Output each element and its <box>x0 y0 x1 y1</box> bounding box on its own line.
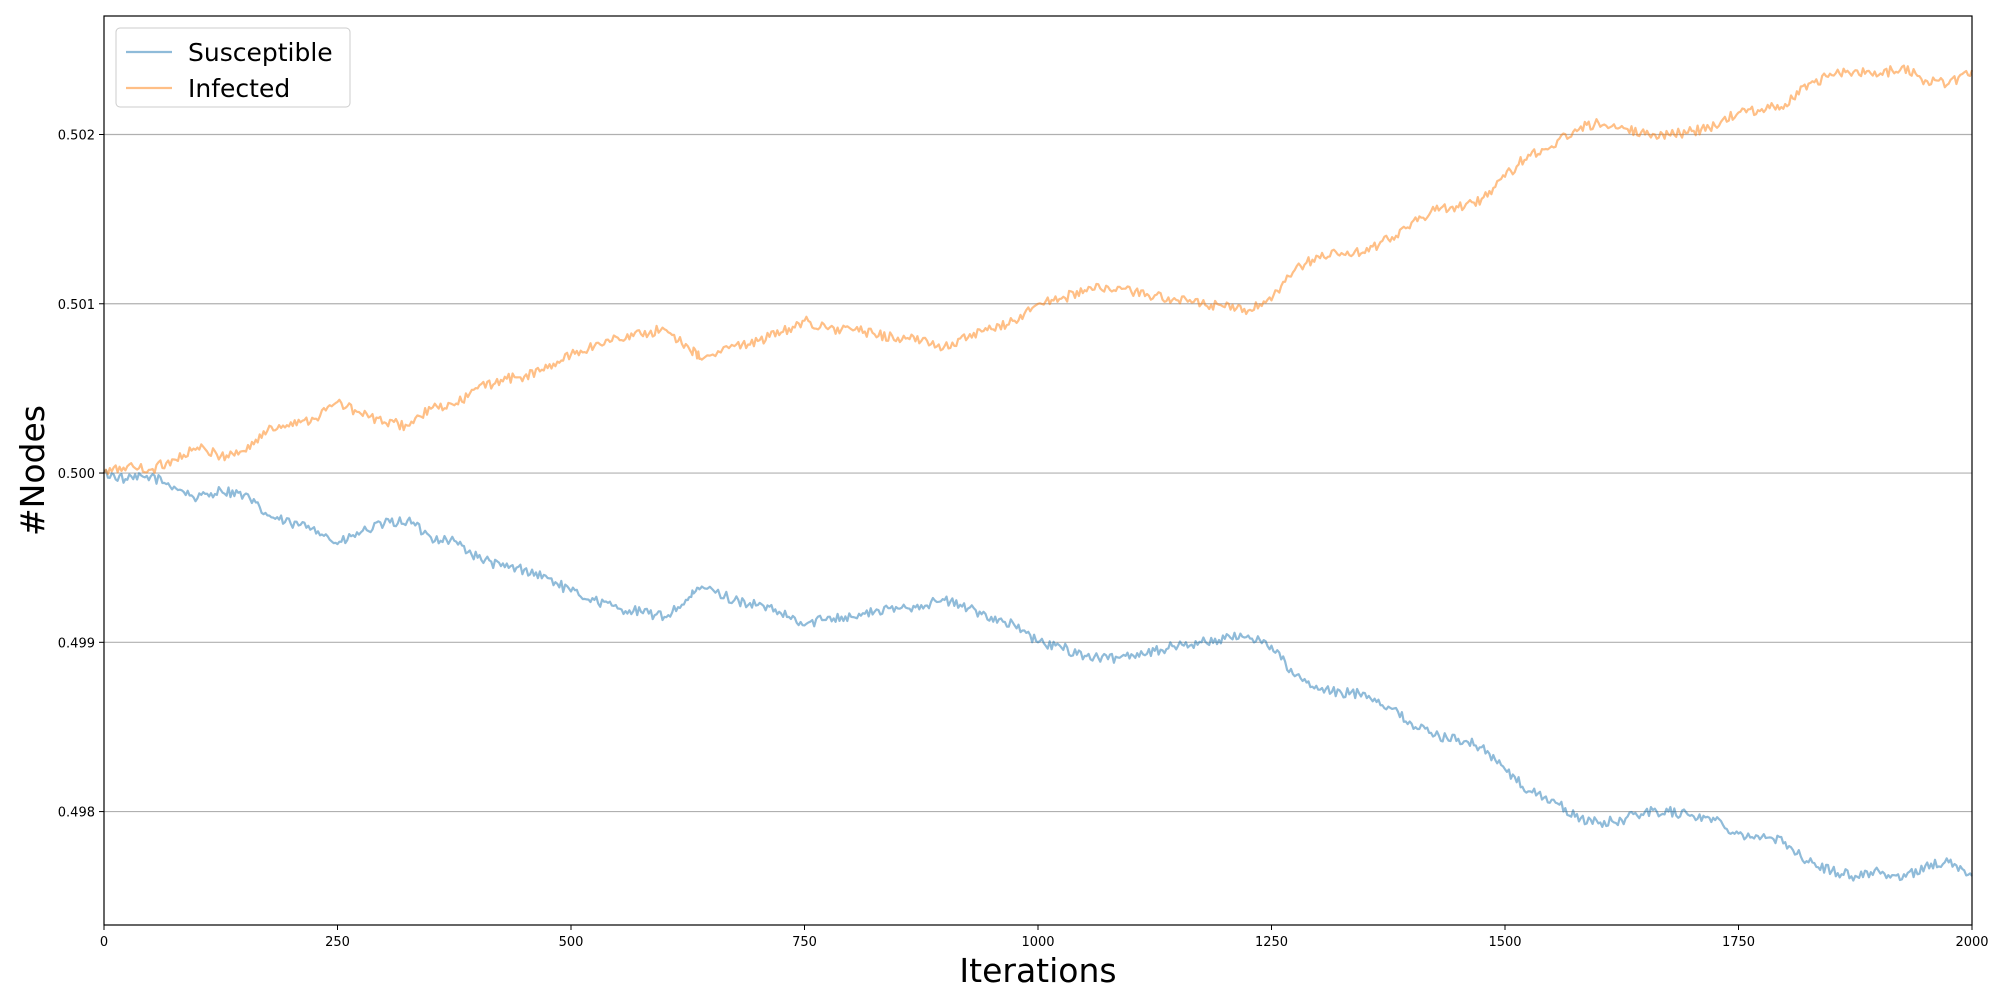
x-tick-label: 1500 <box>1488 935 1521 950</box>
grid-lines <box>104 133 1972 813</box>
y-tick-label: 0.501 <box>58 298 95 313</box>
y-tick-label: 0.502 <box>58 128 95 143</box>
series-line-infected <box>103 64 1974 476</box>
y-tick-label: 0.499 <box>58 636 95 651</box>
x-axis-label: Iterations <box>959 951 1116 990</box>
series-line-susceptible <box>103 469 1973 882</box>
legend-label: Susceptible <box>188 38 333 67</box>
x-tick-label: 250 <box>325 935 350 950</box>
legend-label: Infected <box>188 74 290 103</box>
x-tick-label: 2000 <box>1955 935 1988 950</box>
legend-box <box>115 27 351 108</box>
x-tick-label: 1750 <box>1722 935 1755 950</box>
x-tick-label: 1250 <box>1255 935 1288 950</box>
y-axis-ticks: 0.498 0.499 0.500 0.501 0.502 <box>58 128 104 821</box>
x-tick-label: 0 <box>100 935 108 950</box>
legend: Susceptible Infected <box>115 27 351 108</box>
y-tick-label: 0.500 <box>58 467 95 482</box>
x-tick-label: 500 <box>559 935 584 950</box>
y-axis-label: #Nodes <box>13 405 52 536</box>
y-tick-label: 0.498 <box>58 806 95 821</box>
x-axis-ticks: 0 250 500 750 1000 1250 1500 1750 2000 <box>100 925 1989 950</box>
series-lines <box>103 64 1974 882</box>
x-tick-label: 1000 <box>1021 935 1054 950</box>
x-tick-label: 750 <box>792 935 817 950</box>
